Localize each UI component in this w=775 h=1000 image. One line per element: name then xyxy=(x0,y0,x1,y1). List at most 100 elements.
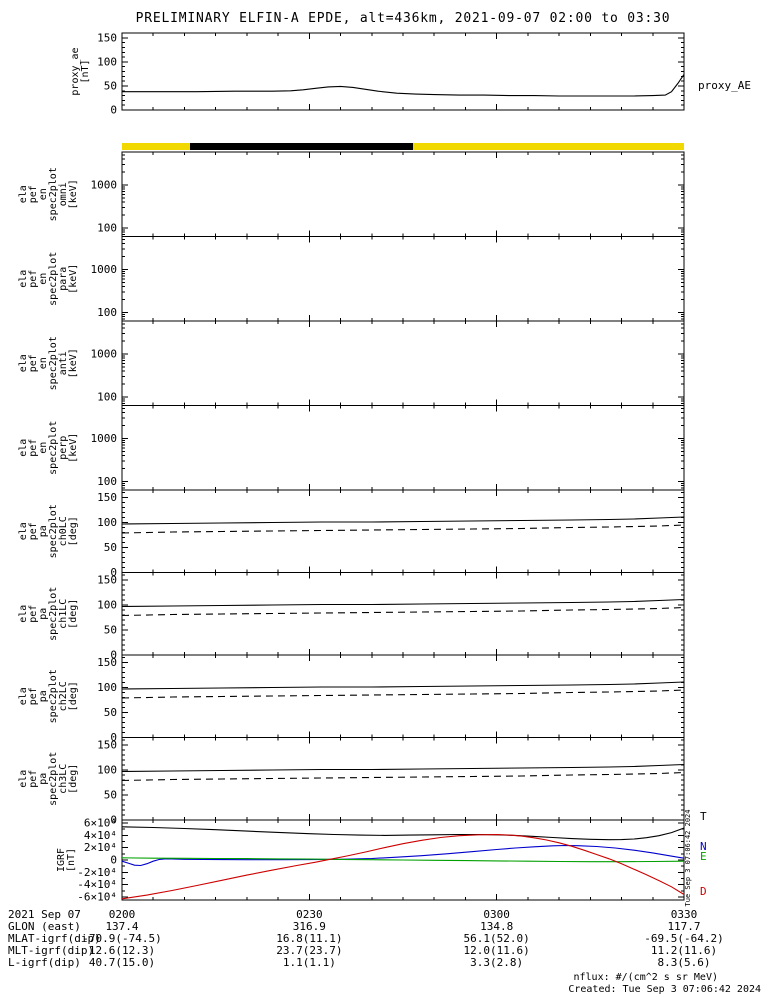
panel-frame xyxy=(121,405,685,491)
panel-ylabel: elapefenspec2plotanti[keV] xyxy=(18,336,79,390)
panel-pa_ch1: 0 50 100 150 elapefpaspec2plotch1LC[deg] xyxy=(18,572,685,662)
panel-igrf: 6×10⁴4×10⁴2×10⁴0-2×10⁴-4×10⁴-6×10⁴IGRF[n… xyxy=(56,810,707,903)
footer-row: MLAT-igrf(dip) -70.9(-74.5) 16.8(11.1) 56.1… xyxy=(0,932,775,945)
panel-pa_ch0: 0 50 100 150 elapefpaspec2plotch0LC[deg] xyxy=(18,489,685,579)
panel-pa_ch2: 0 50 100 150 elapefpaspec2plotch2LC[deg] xyxy=(18,654,685,744)
panel-ylabel: elapefenspec2plotomni[keV] xyxy=(18,167,79,221)
y-tick-label: 6×10⁴ xyxy=(84,817,117,830)
series-N xyxy=(121,844,685,867)
footer-value: 40.7(15.0) xyxy=(88,956,156,969)
footer-table: 2021 Sep 07 0200 0230 0300 0330 GLON (east) 13… xyxy=(0,908,775,969)
y-tick-label: -4×10⁴ xyxy=(77,878,117,891)
y-tick-label: 100 xyxy=(97,306,117,319)
y-tick-label: 0 xyxy=(110,566,117,579)
series-antiloss-cone xyxy=(121,598,685,608)
y-tick-label: 0 xyxy=(110,814,117,827)
panel-spec_para: 1000 100 elapefenspec2plotpara[keV] xyxy=(18,236,685,322)
footer-value: 3.3(2.8) xyxy=(470,956,524,969)
footer-value: 137.4 xyxy=(105,920,139,933)
panel-spec_omni: 1000 100 elapefenspec2plotomni[keV] xyxy=(18,151,685,237)
footer-row: 2021 Sep 07 0200 0230 0300 0330 xyxy=(0,908,775,921)
footer-value: 316.9 xyxy=(292,920,326,933)
availability-segment xyxy=(413,143,684,150)
y-tick-label: 50 xyxy=(104,541,117,554)
footer-value: 11.2(11.6) xyxy=(650,944,718,957)
series-label-D: D xyxy=(700,885,707,898)
y-tick-label: 1000 xyxy=(91,178,118,191)
y-tick-label: 100 xyxy=(97,516,117,529)
footer-row-label: GLON (east) xyxy=(8,920,81,933)
footer-value: 0230 xyxy=(296,908,323,921)
y-tick-label: 50 xyxy=(104,624,117,637)
created-timestamp-vertical: Tue Sep 3 07:06:42 2024 xyxy=(684,810,692,907)
y-tick-label: 1000 xyxy=(91,347,118,360)
series-antiloss-cone xyxy=(121,763,685,773)
panel-frame xyxy=(121,320,685,406)
footer-row-label: MLT-igrf(dip) xyxy=(8,944,95,957)
y-tick-label: 4×10⁴ xyxy=(84,829,117,842)
y-tick-label: 0 xyxy=(110,854,117,867)
y-tick-label: 100 xyxy=(97,764,117,777)
footer-value: 12.6(12.3) xyxy=(88,944,156,957)
footer-value: 134.8 xyxy=(480,920,514,933)
series-label-N: N xyxy=(700,840,707,853)
series-loss-cone xyxy=(121,689,685,699)
panel-proxy_ae: 0 50 100 150 proxy_ae[nT] proxy_AE xyxy=(70,31,751,116)
panel-pa_ch3: 0 50 100 150 elapefpaspec2plotch3LC[deg] xyxy=(18,737,685,827)
y-tick-label: 1000 xyxy=(91,432,118,445)
y-tick-label: 0 xyxy=(110,104,117,117)
series-loss-cone xyxy=(121,606,685,617)
footer-row: L-igrf(dip) 40.7(15.0) 1.1(1.1) 3.3(2.8) 8.3… xyxy=(0,956,775,969)
footer-value: 117.7 xyxy=(667,920,701,933)
footer-value: 0330 xyxy=(670,908,698,921)
footer-value: 12.0(11.6) xyxy=(463,944,530,957)
series-antiloss-cone xyxy=(121,681,685,690)
y-tick-label: 50 xyxy=(104,79,117,92)
panel-frame xyxy=(121,151,685,237)
y-tick-label: 0 xyxy=(110,649,117,662)
panel-availability xyxy=(122,143,684,150)
y-tick-label: 100 xyxy=(97,681,117,694)
panel-ylabel: IGRF[nT] xyxy=(56,848,77,872)
availability-segment xyxy=(190,143,414,150)
created-timestamp: Created: Tue Sep 3 07:06:42 2024 xyxy=(568,984,761,995)
panel-frame xyxy=(121,236,685,322)
panel-frame xyxy=(121,32,685,111)
y-tick-label: 100 xyxy=(97,55,117,68)
panel-ylabel: elapefenspec2plotperp[keV] xyxy=(18,421,79,475)
footer-value: 8.3(5.6) xyxy=(657,956,711,969)
series-label-proxy_AE: proxy_AE xyxy=(698,79,751,92)
y-tick-label: 100 xyxy=(97,390,117,403)
footer-value: 0300 xyxy=(483,908,510,921)
panel-spec_perp: 1000 100 elapefenspec2plotperp[keV] xyxy=(18,405,685,491)
series-loss-cone xyxy=(121,771,685,782)
footer-row-label: L-igrf(dip) xyxy=(8,956,81,969)
availability-segment xyxy=(122,143,190,150)
y-tick-label: 150 xyxy=(97,31,117,44)
y-tick-label: 150 xyxy=(97,574,117,587)
footer-row-label: 2021 Sep 07 xyxy=(8,908,81,921)
nflux-units-note: nflux: #/(cm^2 s sr MeV) xyxy=(573,972,719,983)
y-tick-label: 1000 xyxy=(91,263,118,276)
y-tick-label: 150 xyxy=(97,491,117,504)
footer-value: 0200 xyxy=(108,908,136,921)
footer-row: GLON (east) 137.4 316.9 134.8 117.7 xyxy=(0,920,775,933)
panel-spec_anti: 1000 100 elapefenspec2plotanti[keV] xyxy=(18,320,685,406)
series-proxy_AE xyxy=(122,74,685,97)
y-tick-label: 100 xyxy=(97,221,117,234)
y-tick-label: -2×10⁴ xyxy=(77,866,117,879)
panel-ylabel: elapefpaspec2plotch3LC[deg] xyxy=(18,752,79,806)
panel-ylabel: elapefpaspec2plotch0LC[deg] xyxy=(18,504,79,558)
y-tick-label: -6×10⁴ xyxy=(77,890,117,903)
footer-value: 56.1(52.0) xyxy=(463,932,530,945)
footer-value: -69.5(-64.2) xyxy=(644,932,724,945)
series-T xyxy=(121,826,685,841)
footer-value: 23.7(23.7) xyxy=(276,944,343,957)
series-label-E: E xyxy=(700,850,707,863)
y-tick-label: 150 xyxy=(97,656,117,669)
footer-row: MLT-igrf(dip) 12.6(12.3) 23.7(23.7) 12.0(11… xyxy=(0,944,775,957)
y-tick-label: 100 xyxy=(97,475,117,488)
panel-ylabel: proxy_ae[nT] xyxy=(70,47,91,95)
footer-value: 16.8(11.1) xyxy=(276,932,343,945)
